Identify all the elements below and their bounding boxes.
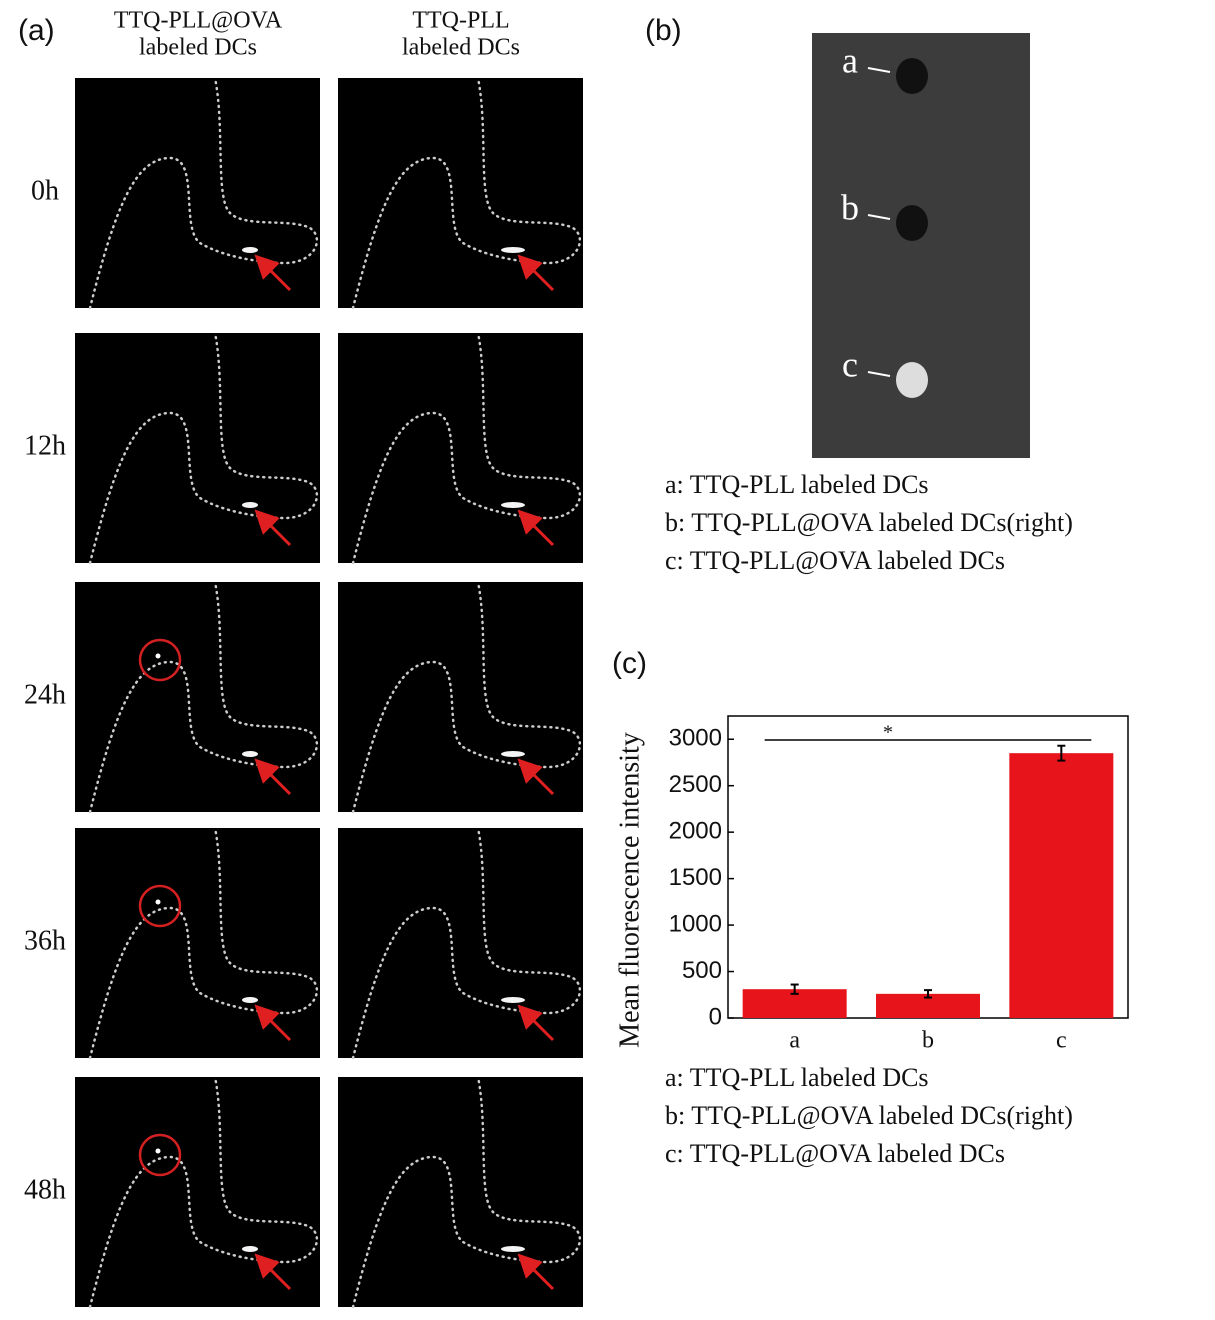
legend-text: c: TTQ-PLL@OVA labeled DCs <box>665 546 1005 575</box>
blot-spot <box>896 58 928 94</box>
fluorescent-spot <box>501 502 525 508</box>
y-tick-label: 500 <box>682 957 722 984</box>
image-background <box>75 582 320 812</box>
red-arrow <box>517 1253 555 1291</box>
column-header: TTQ-PLL <box>412 8 509 34</box>
red-arrow <box>517 509 555 547</box>
y-tick-label: 3000 <box>669 725 722 752</box>
panel-label: (a) <box>18 14 55 47</box>
spot-label: a <box>842 40 858 80</box>
fluorescent-spot <box>155 653 161 659</box>
fluorescent-spot <box>242 997 258 1003</box>
microscopy-image <box>75 1075 320 1309</box>
y-tick-label: 2500 <box>669 771 722 798</box>
image-background <box>75 333 320 563</box>
image-background <box>75 828 320 1058</box>
microscopy-image <box>75 76 320 310</box>
blot-spot <box>896 205 928 241</box>
red-arrow <box>254 1253 292 1291</box>
error-bar <box>790 983 799 995</box>
red-arrow <box>517 758 555 796</box>
y-tick-label: 2000 <box>669 817 722 844</box>
microscopy-image <box>338 580 583 814</box>
x-tick-label: c <box>1056 1028 1067 1054</box>
image-background <box>75 78 320 308</box>
fluorescent-spot <box>501 247 525 253</box>
spot-label: b <box>841 187 859 227</box>
legend-text: a: TTQ-PLL labeled DCs <box>665 470 929 499</box>
image-background <box>338 1077 583 1307</box>
y-tick-label: 1000 <box>669 910 722 937</box>
fluorescent-spot <box>242 751 258 757</box>
red-arrow <box>517 254 555 292</box>
legend-text: c: TTQ-PLL@OVA labeled DCs <box>665 1139 1005 1168</box>
y-tick-label: 0 <box>709 1003 722 1030</box>
y-tick-label: 1500 <box>669 864 722 891</box>
microscopy-image <box>338 826 583 1060</box>
column-header: labeled DCs <box>402 35 520 61</box>
significance-mark: * <box>883 722 893 744</box>
row-label: 0h <box>31 175 59 206</box>
bar <box>1009 753 1114 1018</box>
microscopy-image <box>75 580 320 814</box>
microscopy-image <box>75 826 320 1060</box>
image-background <box>338 582 583 812</box>
legend-text: b: TTQ-PLL@OVA labeled DCs(right) <box>665 508 1073 537</box>
microscopy-image <box>338 331 583 565</box>
microscopy-image <box>338 76 583 310</box>
panel-label: (c) <box>612 647 647 680</box>
y-axis-label: Mean fluorescence intensity <box>614 732 645 1048</box>
fluorescent-spot <box>242 247 258 253</box>
row-label: 24h <box>24 679 66 710</box>
error-bar <box>1057 744 1066 762</box>
fluorescent-spot <box>242 1246 258 1252</box>
x-tick-label: a <box>789 1028 800 1054</box>
x-tick-label: b <box>922 1028 934 1054</box>
blot-spot <box>896 362 928 398</box>
image-background <box>338 828 583 1058</box>
fluorescent-spot <box>242 502 258 508</box>
highlight-circle <box>138 884 182 928</box>
red-arrow <box>254 509 292 547</box>
legend-text: b: TTQ-PLL@OVA labeled DCs(right) <box>665 1101 1073 1130</box>
column-header: labeled DCs <box>139 35 257 61</box>
spot-arrow <box>867 214 891 220</box>
fluorescent-spot <box>501 751 525 757</box>
error-bar <box>924 989 932 999</box>
red-arrow <box>254 254 292 292</box>
fluorescent-spot <box>155 1148 161 1154</box>
microscopy-image <box>75 331 320 565</box>
spot-arrow <box>867 67 891 73</box>
column-header: TTQ-PLL@OVA <box>114 8 283 34</box>
fluorescent-spot <box>501 1246 525 1252</box>
row-label: 48h <box>24 1174 66 1205</box>
row-label: 12h <box>24 430 66 461</box>
image-background <box>338 333 583 563</box>
highlight-circle <box>138 638 182 682</box>
row-label: 36h <box>24 925 66 956</box>
panel-label: (b) <box>645 14 682 47</box>
spot-arrow <box>867 371 891 377</box>
spot-label: c <box>842 344 858 384</box>
red-arrow <box>254 758 292 796</box>
image-background <box>75 1077 320 1307</box>
microscopy-image <box>338 1075 583 1309</box>
fluorescent-spot <box>501 997 525 1003</box>
legend-text: a: TTQ-PLL labeled DCs <box>665 1063 929 1092</box>
red-arrow <box>517 1004 555 1042</box>
red-arrow <box>254 1004 292 1042</box>
highlight-circle <box>138 1133 182 1177</box>
fluorescent-spot <box>155 899 161 905</box>
image-background <box>338 78 583 308</box>
